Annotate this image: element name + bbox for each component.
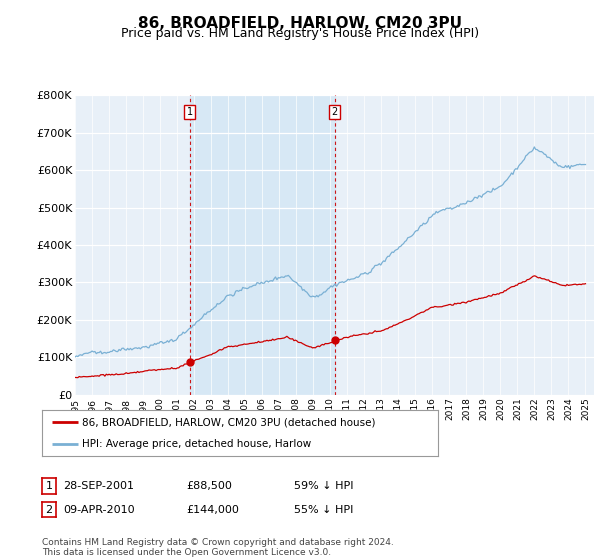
Text: 28-SEP-2001: 28-SEP-2001 <box>63 481 134 491</box>
Text: £88,500: £88,500 <box>186 481 232 491</box>
Text: 2: 2 <box>332 107 338 117</box>
Text: 2: 2 <box>46 505 52 515</box>
Text: HPI: Average price, detached house, Harlow: HPI: Average price, detached house, Harl… <box>82 440 311 450</box>
Text: £144,000: £144,000 <box>186 505 239 515</box>
Text: 1: 1 <box>46 481 52 491</box>
Text: 1: 1 <box>187 107 193 117</box>
Bar <box>190 95 335 395</box>
Text: 86, BROADFIELD, HARLOW, CM20 3PU (detached house): 86, BROADFIELD, HARLOW, CM20 3PU (detach… <box>82 417 375 427</box>
Text: Price paid vs. HM Land Registry's House Price Index (HPI): Price paid vs. HM Land Registry's House … <box>121 27 479 40</box>
Text: 09-APR-2010: 09-APR-2010 <box>63 505 134 515</box>
Text: 59% ↓ HPI: 59% ↓ HPI <box>294 481 353 491</box>
Text: 86, BROADFIELD, HARLOW, CM20 3PU: 86, BROADFIELD, HARLOW, CM20 3PU <box>138 16 462 31</box>
Text: Contains HM Land Registry data © Crown copyright and database right 2024.
This d: Contains HM Land Registry data © Crown c… <box>42 538 394 557</box>
Text: 55% ↓ HPI: 55% ↓ HPI <box>294 505 353 515</box>
